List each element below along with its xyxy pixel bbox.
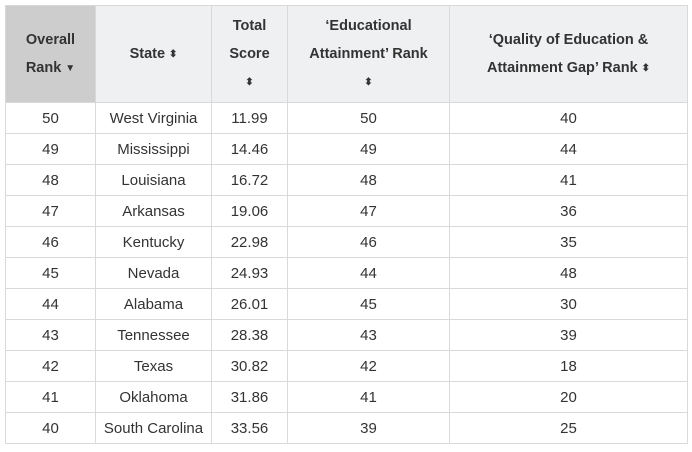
table-row: 49 Mississippi 14.46 49 44: [5, 133, 688, 165]
table-row: 47 Arkansas 19.06 47 36: [5, 195, 688, 227]
overall-rank-cell: 42: [5, 350, 96, 382]
table-row: 44 Alabama 26.01 45 30: [5, 288, 688, 320]
state-cell: Oklahoma: [95, 381, 212, 413]
overall-rank-cell: 46: [5, 226, 96, 258]
rankings-table-container: Overall Rank ▼ State ⬍ Total Score ⬍ ‘Educ…: [5, 5, 688, 444]
table-row: 43 Tennessee 28.38 43 39: [5, 319, 688, 351]
overall-rank-cell: 45: [5, 257, 96, 289]
educational-attainment-rank-cell: 44: [287, 257, 450, 289]
sort-icon[interactable]: ⬍: [169, 48, 178, 60]
quality-education-rank-cell: 44: [449, 133, 688, 165]
educational-attainment-rank-cell: 49: [287, 133, 450, 165]
state-cell: Nevada: [95, 257, 212, 289]
overall-rank-cell: 47: [5, 195, 96, 227]
state-cell: Louisiana: [95, 164, 212, 196]
overall-rank-cell: 48: [5, 164, 96, 196]
quality-education-rank-cell: 36: [449, 195, 688, 227]
total-score-header-line2: Score: [229, 45, 270, 62]
state-cell: West Virginia: [95, 102, 212, 134]
total-score-cell: 14.46: [211, 133, 288, 165]
total-score-cell: 31.86: [211, 381, 288, 413]
educational-attainment-rank-cell: 43: [287, 319, 450, 351]
table-row: 41 Oklahoma 31.86 41 20: [5, 381, 688, 413]
overall-rank-cell: 44: [5, 288, 96, 320]
state-cell: Texas: [95, 350, 212, 382]
educational-attainment-rank-cell: 47: [287, 195, 450, 227]
total-score-cell: 16.72: [211, 164, 288, 196]
sort-icon[interactable]: ⬍: [364, 76, 373, 88]
column-header-overall-rank[interactable]: Overall Rank ▼: [5, 5, 96, 103]
state-cell: Arkansas: [95, 195, 212, 227]
quality-education-rank-cell: 35: [449, 226, 688, 258]
table-header: Overall Rank ▼ State ⬍ Total Score ⬍ ‘Educ…: [5, 5, 688, 103]
column-header-quality-education-rank[interactable]: ‘Quality of Education & Attainment Gap’ …: [449, 5, 688, 103]
total-score-cell: 24.93: [211, 257, 288, 289]
table-row: 42 Texas 30.82 42 18: [5, 350, 688, 382]
quality-education-rank-cell: 48: [449, 257, 688, 289]
total-score-cell: 33.56: [211, 412, 288, 444]
table-body: 50 West Virginia 11.99 50 40 49 Mississippi 14.…: [5, 102, 688, 444]
total-score-cell: 19.06: [211, 195, 288, 227]
table-row: 50 West Virginia 11.99 50 40: [5, 102, 688, 134]
quality-education-rank-cell: 20: [449, 381, 688, 413]
overall-rank-header-line2: Rank: [25, 59, 62, 76]
table-row: 40 South Carolina 33.56 39 25: [5, 412, 688, 444]
quality-education-rank-cell: 30: [449, 288, 688, 320]
qual-header-line2: Attainment Gap’ Rank: [486, 59, 638, 76]
total-score-cell: 26.01: [211, 288, 288, 320]
overall-rank-header-line1: Overall: [25, 31, 76, 48]
column-header-total-score[interactable]: Total Score ⬍: [211, 5, 288, 103]
sort-descending-icon[interactable]: ▼: [65, 62, 76, 74]
total-score-header-line1: Total: [232, 17, 267, 34]
state-header-label: State: [129, 45, 166, 62]
quality-education-rank-cell: 39: [449, 319, 688, 351]
total-score-cell: 11.99: [211, 102, 288, 134]
educational-attainment-rank-cell: 42: [287, 350, 450, 382]
quality-education-rank-cell: 41: [449, 164, 688, 196]
quality-education-rank-cell: 18: [449, 350, 688, 382]
quality-education-rank-cell: 40: [449, 102, 688, 134]
total-score-cell: 30.82: [211, 350, 288, 382]
state-cell: Mississippi: [95, 133, 212, 165]
state-cell: Kentucky: [95, 226, 212, 258]
table-row: 45 Nevada 24.93 44 48: [5, 257, 688, 289]
column-header-state[interactable]: State ⬍: [95, 5, 212, 103]
table-row: 48 Louisiana 16.72 48 41: [5, 164, 688, 196]
educational-attainment-rank-cell: 39: [287, 412, 450, 444]
rankings-table: Overall Rank ▼ State ⬍ Total Score ⬍ ‘Educ…: [5, 5, 688, 444]
table-row: 46 Kentucky 22.98 46 35: [5, 226, 688, 258]
sort-icon[interactable]: ⬍: [641, 62, 651, 74]
state-cell: South Carolina: [95, 412, 212, 444]
state-cell: Tennessee: [95, 319, 212, 351]
state-cell: Alabama: [95, 288, 212, 320]
edu-header-line2: Attainment’ Rank: [309, 45, 428, 62]
educational-attainment-rank-cell: 48: [287, 164, 450, 196]
educational-attainment-rank-cell: 46: [287, 226, 450, 258]
overall-rank-cell: 43: [5, 319, 96, 351]
overall-rank-cell: 40: [5, 412, 96, 444]
qual-header-line1: ‘Quality of Education &: [488, 31, 649, 48]
educational-attainment-rank-cell: 41: [287, 381, 450, 413]
overall-rank-cell: 49: [5, 133, 96, 165]
educational-attainment-rank-cell: 50: [287, 102, 450, 134]
educational-attainment-rank-cell: 45: [287, 288, 450, 320]
column-header-educational-attainment-rank[interactable]: ‘Educational Attainment’ Rank ⬍: [287, 5, 450, 103]
edu-header-line1: ‘Educational: [325, 17, 412, 34]
header-row: Overall Rank ▼ State ⬍ Total Score ⬍ ‘Educ…: [5, 5, 688, 103]
overall-rank-cell: 50: [5, 102, 96, 134]
sort-icon[interactable]: ⬍: [245, 76, 254, 88]
total-score-cell: 22.98: [211, 226, 288, 258]
overall-rank-cell: 41: [5, 381, 96, 413]
quality-education-rank-cell: 25: [449, 412, 688, 444]
total-score-cell: 28.38: [211, 319, 288, 351]
